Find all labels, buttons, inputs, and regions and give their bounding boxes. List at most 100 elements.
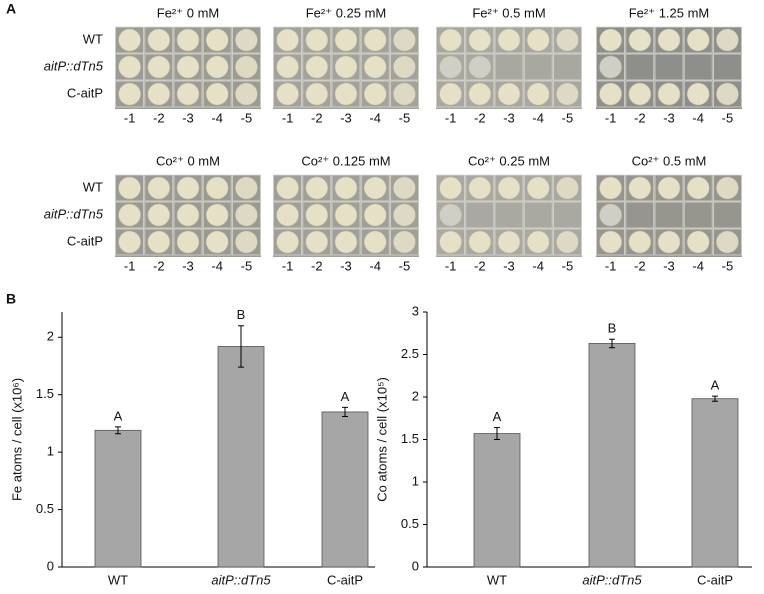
colony-spot (439, 28, 462, 52)
plate-cell (231, 201, 261, 229)
colony-spot (305, 230, 329, 254)
dilution-label: -5 (722, 258, 734, 273)
colony-spot (599, 82, 622, 106)
x-tick-label: C-aitP (327, 572, 363, 587)
colony-spot (393, 82, 416, 106)
colony-spot (305, 28, 329, 52)
y-tick-label: 1 (47, 444, 54, 459)
plate-cell (465, 201, 495, 229)
y-tick-label: 2 (47, 329, 54, 344)
dilution-label: -2 (634, 258, 646, 273)
plate-cell (713, 228, 742, 256)
plate-cell (144, 228, 174, 256)
plate-cell (302, 201, 332, 229)
plate-cell (115, 174, 144, 202)
colony-spot (176, 55, 200, 79)
plate-cell (553, 80, 582, 108)
colony-spot (147, 28, 171, 52)
plate-cell (115, 228, 144, 256)
dilution-label: -2 (153, 258, 165, 273)
colony-spot (686, 28, 710, 52)
plate-cell (436, 53, 466, 81)
dilution-label: -4 (211, 110, 223, 125)
plate-cell (273, 53, 303, 81)
plate-cell (302, 26, 332, 54)
colony-spot (334, 203, 358, 227)
y-tick-label: 2 (412, 388, 419, 403)
colony-spot (363, 176, 387, 200)
colony-spot (235, 55, 258, 79)
colony-spot (628, 28, 652, 52)
plate-cell (202, 53, 232, 81)
y-tick-label: 1.5 (401, 431, 419, 446)
dilution-label: -2 (153, 110, 165, 125)
colony-spot (118, 28, 141, 52)
plate-cell (683, 26, 713, 54)
colony-spot (657, 28, 681, 52)
x-tick-label: aitP::dTn5 (211, 572, 271, 587)
strain-label: WT (83, 179, 103, 194)
plate-cell (523, 80, 553, 108)
plate-cell (596, 201, 625, 229)
dilution-label: -2 (634, 110, 646, 125)
colony-spot (556, 82, 579, 106)
plate-cell (173, 53, 203, 81)
y-tick-label: 0.5 (36, 501, 54, 516)
colony-spot (716, 82, 739, 106)
plate-cell (202, 201, 232, 229)
colony-spot (235, 82, 258, 106)
x-tick-label: C-aitP (697, 572, 733, 587)
plate-cell (494, 201, 524, 229)
plate-cell (713, 80, 742, 108)
colony-spot (556, 230, 579, 254)
x-tick-label: WT (487, 572, 507, 587)
plate-cell (231, 228, 261, 256)
plate-cell (273, 201, 303, 229)
plate-cell (360, 174, 390, 202)
plate-cell (173, 201, 203, 229)
colony-spot (147, 230, 171, 254)
plate-cell (360, 26, 390, 54)
colony-spot (334, 55, 358, 79)
plate-cell (144, 53, 174, 81)
colony-spot (716, 230, 739, 254)
plate-cell (465, 53, 495, 81)
y-tick-label: 0 (412, 558, 419, 573)
colony-spot (497, 230, 521, 254)
plate-cell (625, 80, 655, 108)
colony-spot (235, 176, 258, 200)
condition-title: Co²⁺ 0 mM (156, 153, 220, 168)
plate-cell (331, 26, 361, 54)
plate-cell (231, 53, 261, 81)
colony-spot (468, 82, 492, 106)
significance-letter: A (493, 409, 502, 424)
colony-spot (439, 55, 462, 79)
plate-cell (625, 26, 655, 54)
bar (217, 346, 265, 568)
plate-cell (273, 80, 303, 108)
dilution-label: -3 (503, 258, 515, 273)
dilution-label: -3 (182, 110, 194, 125)
colony-spot (334, 28, 358, 52)
colony-spot (599, 230, 622, 254)
colony-spot (176, 176, 200, 200)
dilution-label: -1 (605, 110, 617, 125)
condition-title: Fe²⁺ 0.5 mM (472, 5, 545, 20)
plate-cell (654, 201, 684, 229)
plate-cell (144, 80, 174, 108)
colony-spot (716, 28, 739, 52)
colony-spot (235, 203, 258, 227)
plate-cell (389, 53, 419, 81)
significance-letter: A (114, 408, 123, 423)
dilution-label: -1 (445, 110, 457, 125)
colony-spot (205, 28, 229, 52)
plate-cell (173, 174, 203, 202)
plate-cell (302, 174, 332, 202)
plate-cell (553, 26, 582, 54)
plate-cell (436, 201, 466, 229)
strain-label: aitP::dTn5 (44, 58, 104, 73)
plate-cell (302, 80, 332, 108)
dilution-label: -5 (241, 110, 253, 125)
plate-cell (523, 228, 553, 256)
plate-cell (596, 80, 625, 108)
